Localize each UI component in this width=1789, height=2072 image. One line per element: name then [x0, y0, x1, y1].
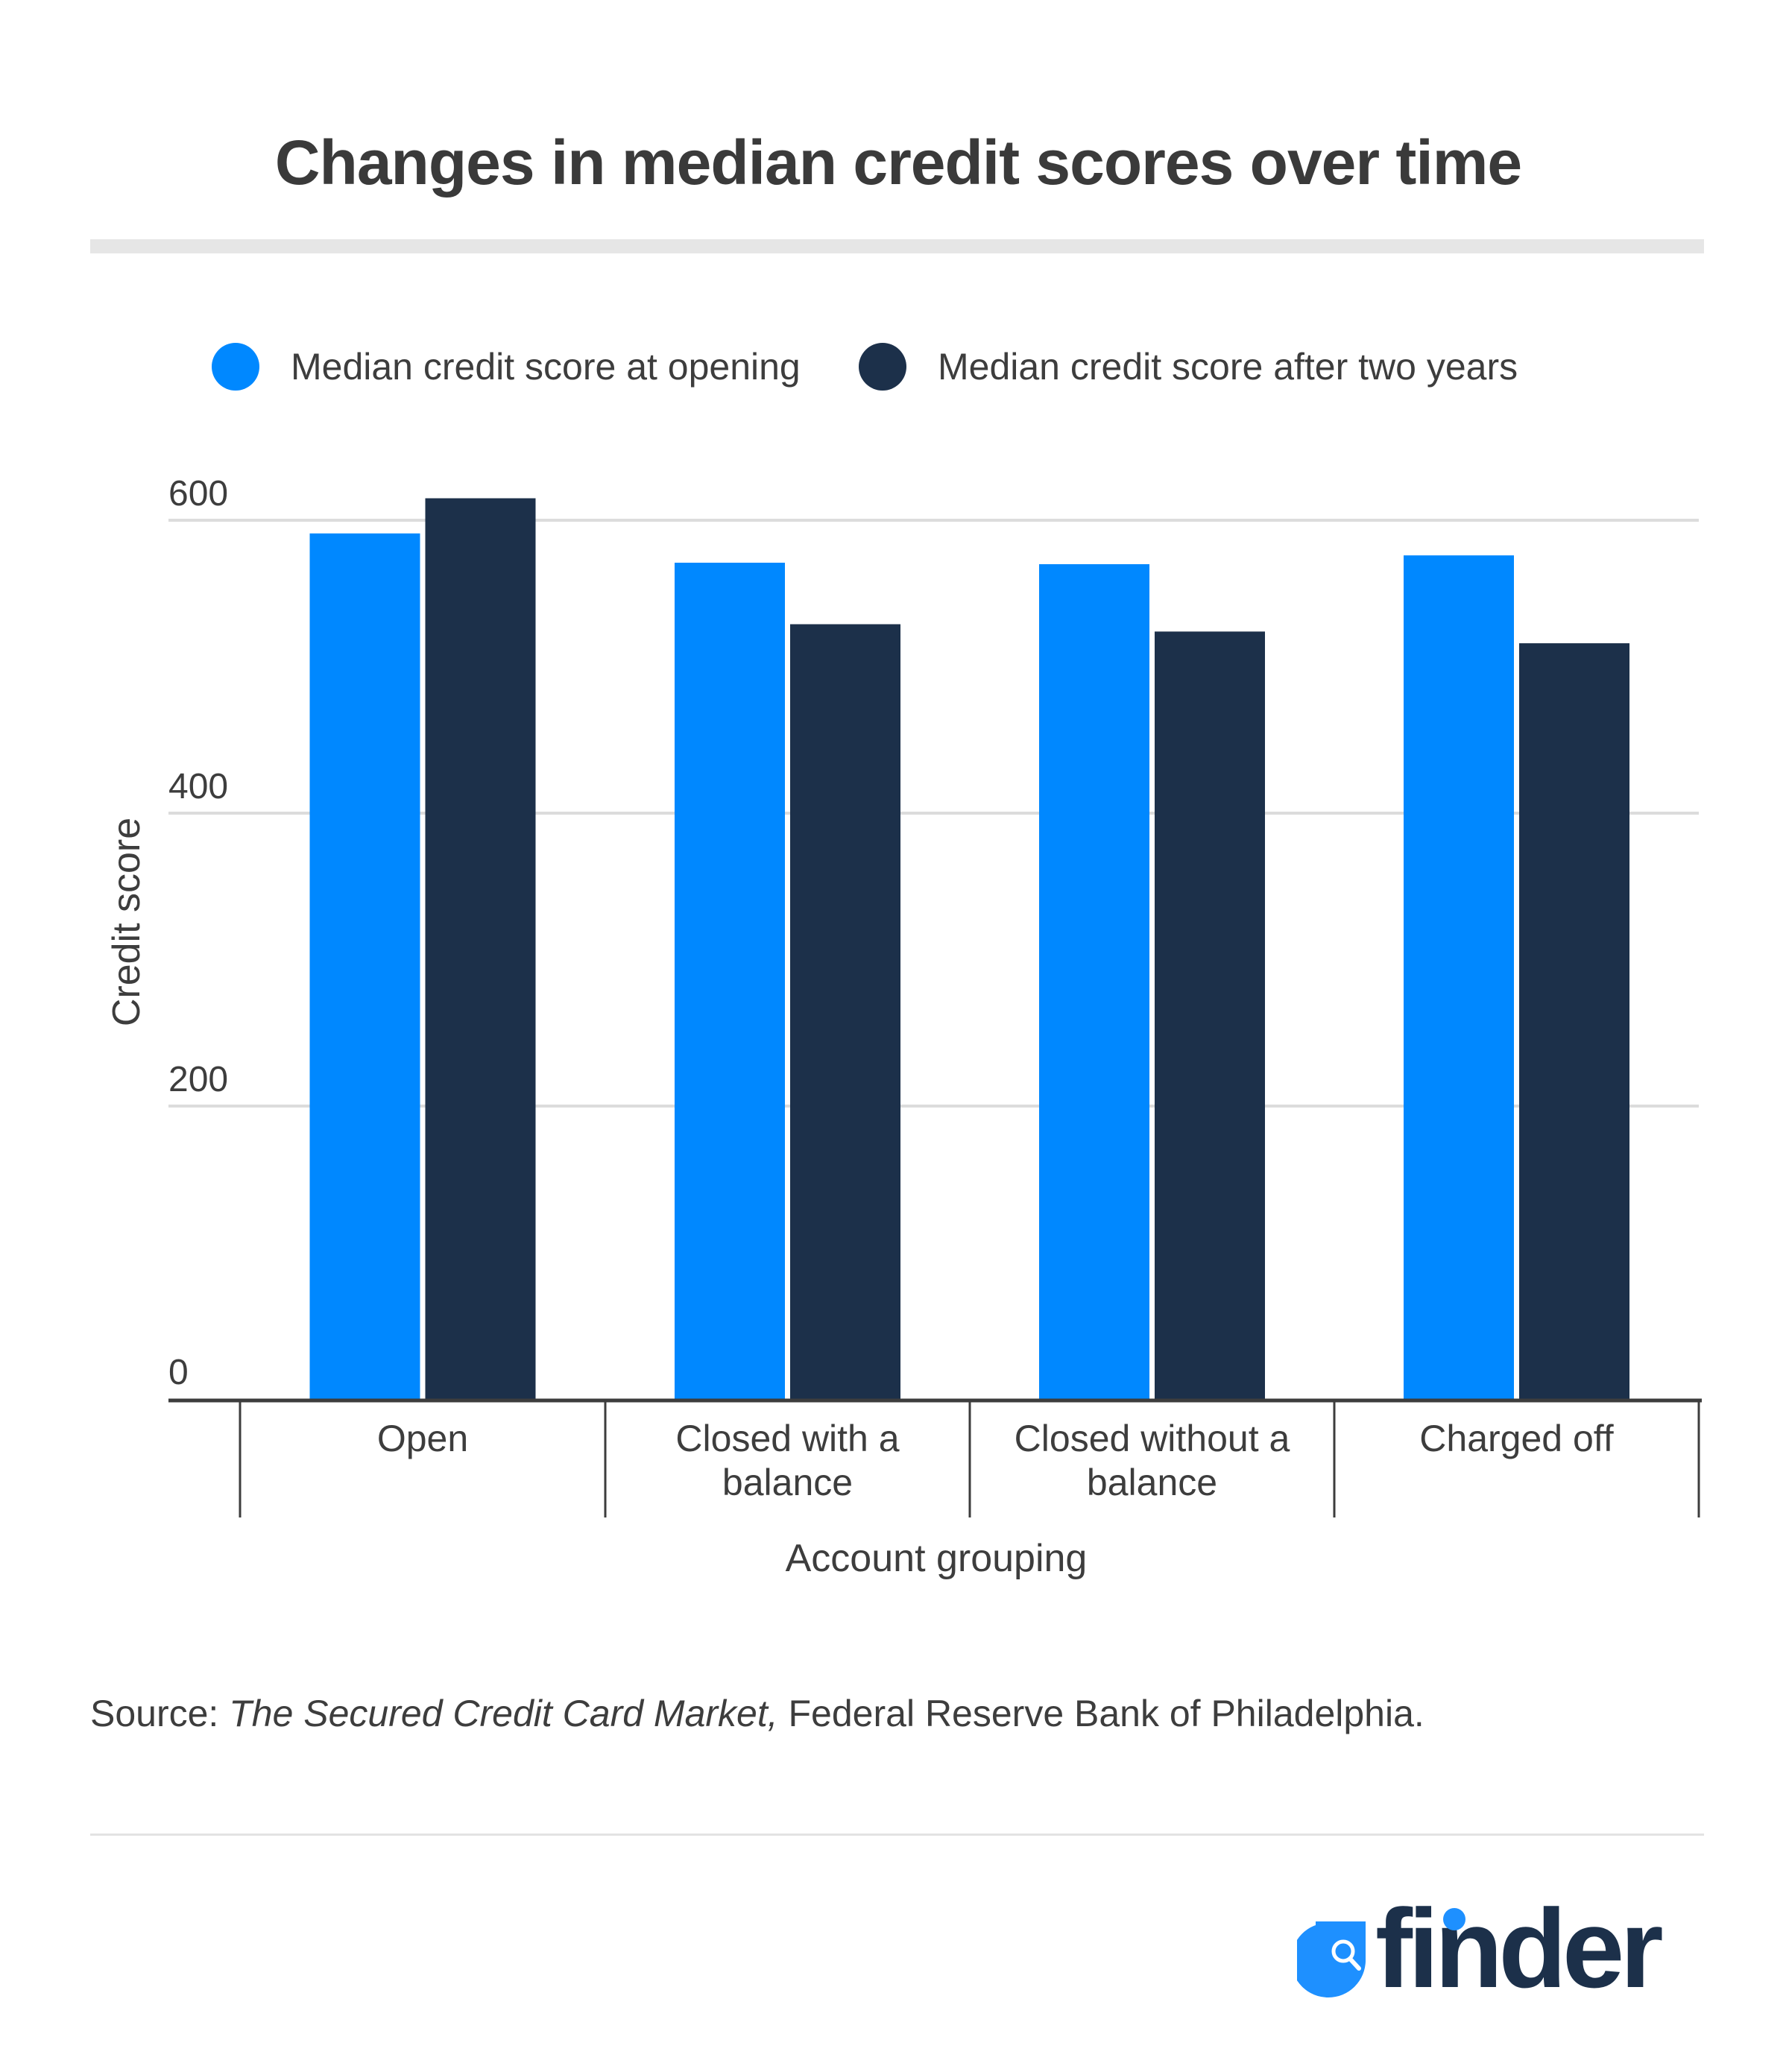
legend-swatch-opening: [212, 343, 259, 391]
x-tick-label: Open: [377, 1418, 468, 1459]
x-tick-label: Charged off: [1419, 1418, 1613, 1459]
x-tick-label: Closed with a: [675, 1418, 899, 1459]
bar-opening: [309, 533, 420, 1399]
y-tick-label: 400: [168, 767, 228, 806]
legend-swatch-after-two-years: [859, 343, 906, 391]
y-tick-label: 200: [168, 1060, 228, 1099]
source-publisher: Federal Reserve Bank of Philadelphia.: [777, 1693, 1424, 1734]
legend-label-opening: Median credit score at opening: [291, 346, 801, 388]
source-note: Source: The Secured Credit Card Market, …: [90, 1692, 1424, 1735]
bar-after-two-years: [1155, 631, 1265, 1399]
footer-divider: [90, 1833, 1704, 1836]
x-tick-label: balance: [1087, 1462, 1217, 1503]
bar-opening: [1039, 563, 1149, 1400]
chart-title: Changes in median credit scores over tim…: [274, 127, 1522, 198]
logo-text: finder: [1375, 1893, 1662, 2005]
x-tick-label: Closed without a: [1015, 1418, 1290, 1459]
bar-after-two-years: [425, 498, 536, 1399]
logo-dot: [1443, 1908, 1465, 1930]
x-axis-title: Account grouping: [786, 1537, 1088, 1580]
y-tick-label: 0: [168, 1353, 189, 1392]
x-tick-label: balance: [722, 1462, 853, 1503]
legend-item-opening: Median credit score at opening: [212, 343, 801, 391]
bar-after-two-years: [1519, 643, 1629, 1399]
title-divider: [90, 239, 1704, 253]
source-publication: The Secured Credit Card Market,: [229, 1693, 778, 1734]
bar-after-two-years: [790, 624, 900, 1399]
finder-logo: finder: [1297, 1893, 1667, 2005]
bar-opening: [675, 562, 785, 1399]
legend-label-after-two-years: Median credit score after two years: [938, 346, 1518, 388]
y-tick-label: 600: [168, 474, 228, 514]
bar-opening: [1404, 555, 1514, 1400]
source-prefix: Source:: [90, 1693, 230, 1734]
legend-item-after-two-years: Median credit score after two years: [859, 343, 1518, 391]
y-axis-title: Credit score: [105, 818, 148, 1026]
magnifier-drop-icon: [1297, 1921, 1366, 1997]
